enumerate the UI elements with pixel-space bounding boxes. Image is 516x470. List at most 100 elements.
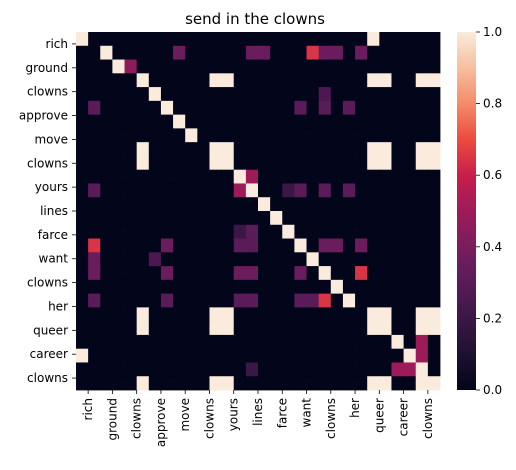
colorbar-tick-label: 0.6 <box>483 168 502 182</box>
heatmap-cell <box>355 100 368 116</box>
heatmap-cell <box>318 334 332 350</box>
heatmap-cell <box>112 376 125 391</box>
heatmap-cell <box>427 376 441 391</box>
heatmap-cell <box>294 73 307 88</box>
heatmap-cell <box>415 73 429 88</box>
heatmap-cell <box>427 32 441 47</box>
heatmap-cell <box>403 128 417 143</box>
heatmap-cell <box>100 32 113 47</box>
heatmap-cell <box>173 334 186 350</box>
heatmap-cell <box>403 155 417 171</box>
heatmap-cell <box>330 211 344 226</box>
heatmap-cell <box>233 307 247 322</box>
heatmap-cell <box>88 334 101 350</box>
colorbar-tick-label: 1.0 <box>483 25 502 39</box>
heatmap-cell <box>367 197 380 212</box>
heatmap-cell <box>403 211 417 226</box>
heatmap-cell <box>367 114 380 129</box>
heatmap-cell <box>355 183 368 198</box>
heatmap-cell <box>355 197 368 212</box>
heatmap-cell <box>379 155 392 171</box>
row-label: clowns <box>27 85 68 99</box>
heatmap-cell <box>88 293 101 308</box>
heatmap-cell <box>136 169 150 184</box>
heatmap-cell <box>160 169 174 184</box>
heatmap-cell <box>318 183 332 198</box>
heatmap-cell <box>148 142 162 157</box>
heatmap-cell <box>318 376 332 391</box>
heatmap-cell <box>318 211 332 226</box>
heatmap-cell <box>100 252 113 267</box>
heatmap-cell <box>270 155 283 171</box>
heatmap-cell <box>209 100 222 116</box>
heatmap-cell <box>391 183 404 198</box>
heatmap-cell <box>197 59 210 74</box>
heatmap-cell <box>415 87 429 102</box>
heatmap-cell <box>209 307 222 322</box>
heatmap-cell <box>88 59 101 74</box>
heatmap-cell <box>233 238 247 253</box>
heatmap-cell <box>136 100 150 116</box>
heatmap-cell <box>415 142 429 157</box>
heatmap-cell <box>136 45 150 60</box>
heatmap-cell <box>294 45 307 60</box>
heatmap-cell <box>306 100 320 116</box>
heatmap-cell <box>185 252 198 267</box>
heatmap-cell <box>391 307 404 322</box>
heatmap-cell <box>112 279 125 295</box>
heatmap-cell <box>379 211 392 226</box>
heatmap-cell <box>282 307 295 322</box>
column-label: move <box>178 398 192 432</box>
heatmap-cell <box>415 224 429 239</box>
heatmap-cell <box>185 279 198 295</box>
heatmap-cell <box>367 142 380 157</box>
heatmap-cell <box>112 183 125 198</box>
heatmap-cell <box>173 266 186 281</box>
heatmap-cell <box>245 197 259 212</box>
column-label: clowns <box>421 398 435 439</box>
heatmap-cell <box>270 376 283 391</box>
heatmap-cell <box>379 266 392 281</box>
heatmap-cell <box>100 73 113 88</box>
heatmap-cell <box>294 252 307 267</box>
heatmap-cell <box>403 348 417 363</box>
heatmap-cell <box>282 279 295 295</box>
heatmap-cell <box>88 266 101 281</box>
heatmap-cell <box>294 169 307 184</box>
heatmap-cell <box>403 197 417 212</box>
heatmap-cell <box>427 73 441 88</box>
heatmap-cell <box>148 279 162 295</box>
heatmap-cell <box>342 128 356 143</box>
heatmap-cell <box>270 279 283 295</box>
heatmap-cell <box>342 279 356 295</box>
heatmap-cell <box>76 73 89 88</box>
heatmap-cell <box>221 334 235 350</box>
heatmap-cell <box>245 169 259 184</box>
heatmap-cell <box>197 238 210 253</box>
heatmap-cell <box>415 266 429 281</box>
heatmap-cell <box>173 114 186 129</box>
heatmap-cell <box>76 238 89 253</box>
heatmap-cell <box>76 334 89 350</box>
heatmap-cell <box>88 376 101 391</box>
heatmap-cell <box>185 114 198 129</box>
heatmap-cell <box>245 87 259 102</box>
heatmap-cell <box>258 252 271 267</box>
heatmap-cell <box>367 169 380 184</box>
heatmap-cell <box>185 211 198 226</box>
heatmap-cell <box>427 87 441 102</box>
heatmap-cell <box>294 142 307 157</box>
column-label: clowns <box>130 398 144 439</box>
heatmap-cell <box>367 362 380 377</box>
heatmap-cell <box>367 73 380 88</box>
heatmap-cell <box>76 266 89 281</box>
heatmap-cell <box>148 73 162 88</box>
heatmap-cell <box>270 73 283 88</box>
heatmap-cell <box>270 197 283 212</box>
heatmap-cell <box>258 293 271 308</box>
heatmap-cell <box>294 238 307 253</box>
heatmap-cell <box>294 266 307 281</box>
heatmap-cell <box>76 376 89 391</box>
heatmap-cell <box>136 348 150 363</box>
heatmap-cell <box>330 279 344 295</box>
